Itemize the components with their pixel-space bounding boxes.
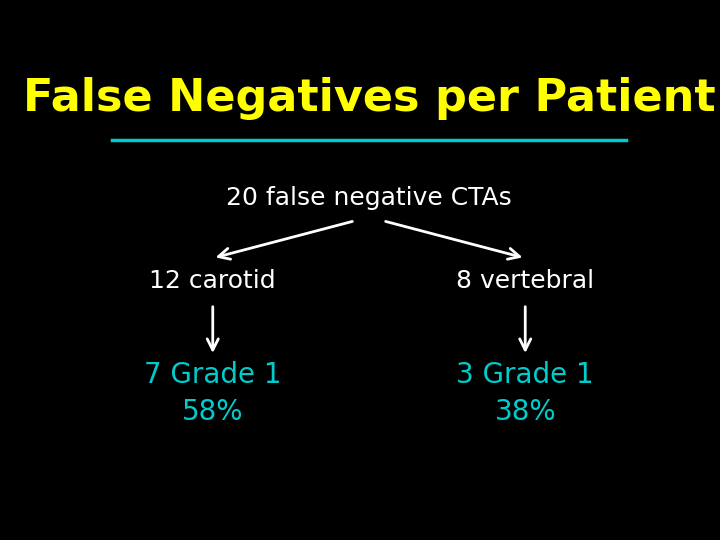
Text: 12 carotid: 12 carotid	[150, 269, 276, 293]
Text: 38%: 38%	[495, 398, 556, 426]
Text: 3 Grade 1: 3 Grade 1	[456, 361, 594, 389]
Text: 8 vertebral: 8 vertebral	[456, 269, 594, 293]
Text: 20 false negative CTAs: 20 false negative CTAs	[226, 186, 512, 210]
Text: 58%: 58%	[182, 398, 243, 426]
Text: False Negatives per Patient: False Negatives per Patient	[23, 77, 715, 119]
Text: 7 Grade 1: 7 Grade 1	[144, 361, 282, 389]
